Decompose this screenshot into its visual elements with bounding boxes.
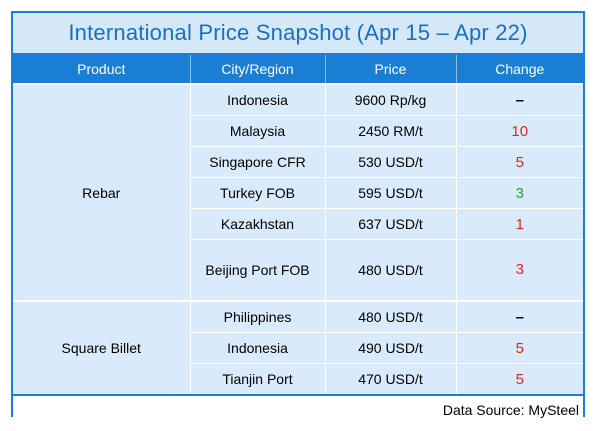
table-row: Malaysia 2450 RM/t 10 xyxy=(13,115,583,147)
region-cell: Philippines xyxy=(189,300,325,333)
price-cell: 530 USD/t xyxy=(324,146,456,178)
column-header-product: Product xyxy=(13,55,190,84)
column-header-change: Change xyxy=(455,55,583,84)
page-title: International Price Snapshot (Apr 15 – A… xyxy=(13,13,583,55)
price-cell: 480 USD/t xyxy=(324,300,456,333)
column-header-price: Price xyxy=(324,55,456,84)
table-row: Rebar Indonesia 9600 Rp/kg – xyxy=(13,83,583,301)
product-cell-rebar: Rebar xyxy=(13,83,190,301)
region-cell: Indonesia xyxy=(189,83,325,116)
table-row: Turkey FOB 595 USD/t 3 xyxy=(13,177,583,209)
table-row: Beijing Port FOB 480 USD/t 3 xyxy=(13,239,583,301)
column-header-region: City/Region xyxy=(189,55,325,84)
table-row: Singapore CFR 530 USD/t 5 xyxy=(13,146,583,178)
price-cell: 637 USD/t xyxy=(324,208,456,240)
price-cell: 480 USD/t xyxy=(324,239,456,301)
price-cell: 9600 Rp/kg xyxy=(324,83,456,116)
price-snapshot-panel: International Price Snapshot (Apr 15 – A… xyxy=(11,11,585,424)
price-cell: 595 USD/t xyxy=(324,177,456,209)
change-cell: – xyxy=(455,300,583,333)
region-cell: Turkey FOB xyxy=(189,177,325,209)
region-cell: Malaysia xyxy=(189,115,325,147)
product-cell-square-billet: Square Billet xyxy=(13,300,190,394)
change-cell: 1 xyxy=(455,208,583,240)
region-cell: Beijing Port FOB xyxy=(189,239,325,301)
change-cell: 3 xyxy=(455,239,583,301)
change-cell: – xyxy=(455,83,583,116)
change-cell: 3 xyxy=(455,177,583,209)
change-cell: 5 xyxy=(455,363,583,394)
table-header-row: Product City/Region Price Change xyxy=(13,55,583,84)
region-cell: Tianjin Port xyxy=(189,363,325,394)
region-cell: Kazakhstan xyxy=(189,208,325,240)
price-cell: 490 USD/t xyxy=(324,332,456,364)
change-cell: 5 xyxy=(455,146,583,178)
price-cell: 2450 RM/t xyxy=(324,115,456,147)
table-row: Tianjin Port 470 USD/t 5 xyxy=(13,363,583,394)
change-cell: 5 xyxy=(455,332,583,364)
change-cell: 10 xyxy=(455,115,583,147)
table-row: Indonesia 490 USD/t 5 xyxy=(13,332,583,364)
price-table: Product City/Region Price Change Rebar I… xyxy=(13,55,583,394)
table-row: Kazakhstan 637 USD/t 1 xyxy=(13,208,583,240)
region-cell: Singapore CFR xyxy=(189,146,325,178)
table-row: Square Billet Philippines 480 USD/t – xyxy=(13,300,583,394)
price-cell: 470 USD/t xyxy=(324,363,456,394)
region-cell: Indonesia xyxy=(189,332,325,364)
data-source-note: Data Source: MySteel xyxy=(13,394,583,424)
